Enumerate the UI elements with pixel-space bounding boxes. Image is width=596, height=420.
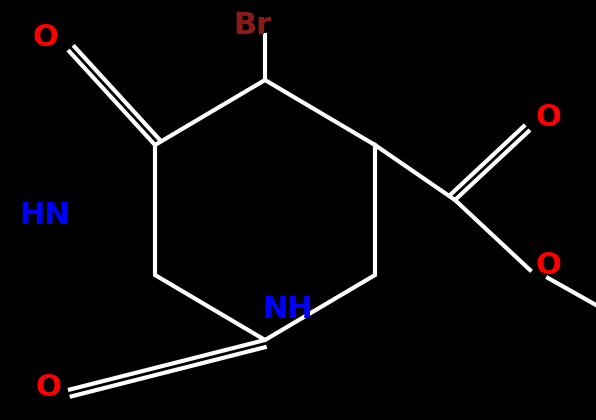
Text: NH: NH: [263, 296, 313, 325]
Text: Br: Br: [233, 10, 271, 39]
Text: O: O: [32, 24, 58, 52]
Text: HN: HN: [20, 200, 70, 229]
Text: O: O: [35, 373, 61, 402]
Text: O: O: [535, 103, 561, 132]
Text: O: O: [535, 250, 561, 279]
